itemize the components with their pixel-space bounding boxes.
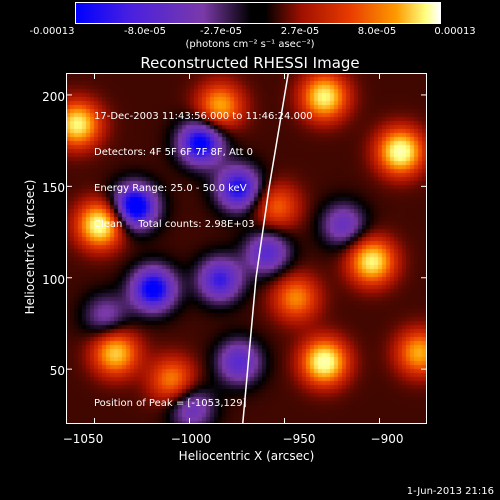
- y-tick-label: 50: [49, 364, 65, 378]
- axis-ticks: [66, 73, 427, 424]
- y-axis-label: Heliocentric Y (arcsec): [23, 179, 37, 315]
- x-tick-label: −1000: [170, 432, 212, 446]
- observation-info: 17-Dec-2003 11:43:56.000 to 11:46:24.000…: [94, 87, 313, 243]
- y-tick-label: 150: [42, 181, 65, 195]
- plot-frame: [66, 73, 427, 424]
- x-tick-label: −1050: [62, 432, 104, 446]
- y-tick-label: 200: [42, 90, 65, 104]
- x-axis-label: Heliocentric X (arcsec): [178, 449, 315, 463]
- y-tick-label: 100: [42, 273, 65, 287]
- peak-position-label: Position of Peak = [-1053,129]: [94, 398, 247, 409]
- colorbar-tick-label: 2.7e-05: [280, 26, 320, 37]
- x-tick-label: −950: [282, 432, 316, 446]
- info-line-detectors: Detectors: 4F 5F 6F 7F 8F, Att 0: [94, 147, 254, 158]
- solar-limb-line: [241, 73, 290, 424]
- info-line-counts: Clean Total counts: 2.98E+03: [94, 219, 255, 230]
- colorbar-tick-label: 8.0e-05: [357, 26, 397, 37]
- heatmap-image: [66, 73, 427, 424]
- chart-title: Reconstructed RHESSI Image: [140, 54, 360, 72]
- plot-overlay: [66, 73, 427, 424]
- colorbar-tick-label: 0.00013: [434, 26, 476, 37]
- x-tick-label: −900: [370, 432, 404, 446]
- footer-timestamp: 1-Jun-2013 21:16: [406, 486, 494, 497]
- colorbar-tick-label: -0.00013: [29, 26, 75, 37]
- info-line-time: 17-Dec-2003 11:43:56.000 to 11:46:24.000: [94, 111, 313, 122]
- info-line-energy: Energy Range: 25.0 - 50.0 keV: [94, 183, 247, 194]
- colorbar-tick-label: -8.0e-05: [124, 26, 166, 37]
- colorbar-units: (photons cm⁻² s⁻¹ asec⁻²): [185, 39, 315, 50]
- colorbar: [75, 2, 441, 24]
- colorbar-tick-label: -2.7e-05: [200, 26, 242, 37]
